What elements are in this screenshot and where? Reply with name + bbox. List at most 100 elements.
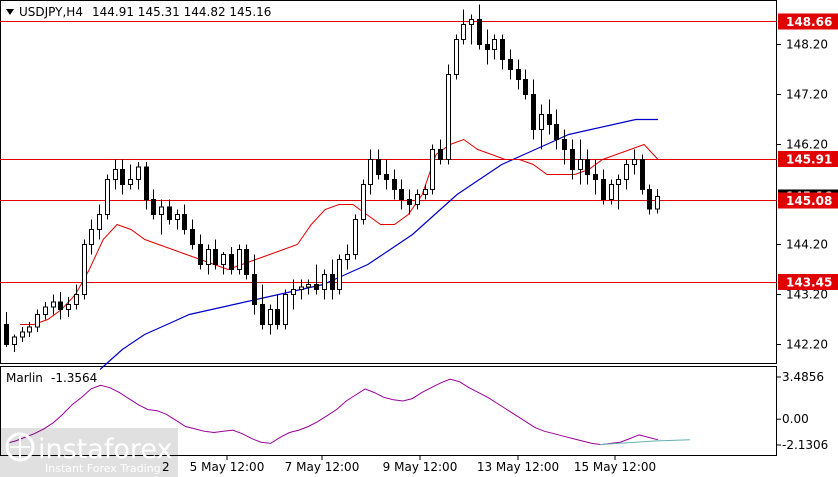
level-price-tag	[778, 151, 838, 167]
candle-bear	[144, 166, 149, 200]
candle-bull	[43, 306, 48, 315]
candle-bear	[229, 254, 234, 270]
level-price-tag	[778, 13, 838, 30]
candle-bear	[182, 214, 187, 230]
candle-bear	[508, 59, 513, 70]
candle-bull	[609, 184, 614, 200]
watermark-brand: instaforex	[38, 434, 172, 465]
candle-bull	[20, 331, 25, 338]
candle-bear	[593, 174, 598, 180]
candle-bull	[616, 179, 621, 185]
candle-bull	[539, 114, 544, 130]
price-tick-label: 148.20	[786, 38, 828, 52]
candle-bull	[268, 309, 273, 325]
indicator-name: Marlin	[6, 371, 43, 385]
candle-bull	[492, 39, 497, 50]
time-axis: 5 May 12:00 7 May 12:00 9 May 12:00 13 May …	[162, 455, 656, 474]
candle-bear	[640, 159, 645, 190]
candle-bull	[361, 184, 366, 220]
candle-bear	[213, 249, 218, 265]
candle-bull	[423, 189, 428, 195]
candle-bull	[430, 149, 435, 190]
symbol-label[interactable]: USDJPY,H4	[19, 5, 83, 19]
candle-bull	[51, 301, 56, 308]
oscillator-signal-path	[599, 439, 691, 446]
candle-bear	[314, 284, 319, 290]
candle-bear	[523, 79, 528, 95]
candle-bull	[159, 206, 164, 215]
candle-bull	[206, 249, 211, 265]
candle-bear	[275, 309, 280, 325]
time-tick-label: 9 May 12:00	[383, 460, 458, 474]
candle-bear	[500, 39, 505, 60]
sma-fast-path	[20, 138, 659, 325]
level-price-label: 145.91	[786, 153, 832, 167]
candle-bull	[283, 294, 288, 325]
candle-bear	[252, 274, 257, 305]
oscillator-tick-label: 0.00	[782, 412, 809, 426]
candle-bull	[299, 286, 304, 290]
candle-bear	[384, 174, 389, 180]
candle-bull	[35, 314, 40, 328]
watermark-tagline: Instant Forex Trading	[45, 462, 161, 475]
candle-bear	[260, 304, 265, 325]
price-tick-label: 142.20	[786, 338, 828, 352]
candle-bear	[647, 189, 652, 210]
price-tick-label: 146.20	[786, 138, 828, 152]
candle-bull	[337, 259, 342, 290]
candle-bear	[516, 69, 521, 80]
oscillator-axis: 3.4856 0.00 -2.1306	[777, 370, 828, 452]
level-price-tag	[778, 274, 838, 290]
candle-bear	[330, 274, 335, 290]
time-tick-label-partial: 2	[162, 460, 170, 474]
candle-bear	[376, 159, 381, 175]
symbol-dropdown-icon[interactable]	[6, 9, 14, 15]
indicator-value: -1.3564	[51, 371, 97, 385]
candle-bull	[82, 244, 87, 295]
candle-bull	[322, 274, 327, 290]
ohlc-readout: 144.91 145.31 144.82 145.16	[92, 5, 271, 19]
candle-bull	[454, 39, 459, 75]
level-price-tag	[778, 192, 838, 209]
candle-bull	[578, 159, 583, 170]
time-tick-label: 7 May 12:00	[285, 460, 360, 474]
candle-bear	[485, 44, 490, 50]
candle-bear	[438, 149, 443, 160]
candle-bear	[477, 19, 482, 45]
level-price-label: 145.08	[786, 194, 832, 208]
candle-bear	[601, 179, 606, 200]
candle-bull	[27, 326, 32, 333]
logo-globe-cross	[10, 436, 30, 458]
horizontal-levels	[0, 21, 777, 283]
candle-bull	[237, 249, 242, 270]
candle-bear	[120, 169, 125, 185]
instaforex-logo: instaforex Instant Forex Trading	[0, 428, 178, 477]
candle-bull	[446, 74, 451, 160]
price-tick-label: 144.20	[786, 238, 828, 252]
oscillator-series	[5, 378, 691, 446]
time-tick-label: 5 May 12:00	[190, 460, 265, 474]
main-panel-frame	[0, 0, 777, 364]
candle-bear	[4, 324, 9, 345]
candle-bull	[306, 284, 311, 288]
candle-bear	[547, 114, 552, 125]
candle-bull	[136, 166, 141, 180]
candle-bull	[175, 214, 180, 220]
candle-bear	[190, 229, 195, 245]
candle-bear	[407, 199, 412, 205]
candle-bear	[570, 149, 575, 170]
candle-bull	[461, 24, 466, 40]
oscillator-path	[5, 378, 659, 446]
level-price-label: 148.66	[786, 15, 832, 29]
logo-globe-icon	[5, 432, 35, 462]
candle-bull	[66, 304, 71, 310]
candle-bear	[585, 159, 590, 175]
level-price-label: 143.45	[786, 276, 832, 290]
candlestick-series	[4, 4, 660, 352]
candle-bull	[415, 194, 420, 205]
candle-bear	[244, 249, 249, 275]
candle-bull	[469, 19, 474, 25]
oscillator-tick-label: 3.4856	[782, 370, 824, 384]
